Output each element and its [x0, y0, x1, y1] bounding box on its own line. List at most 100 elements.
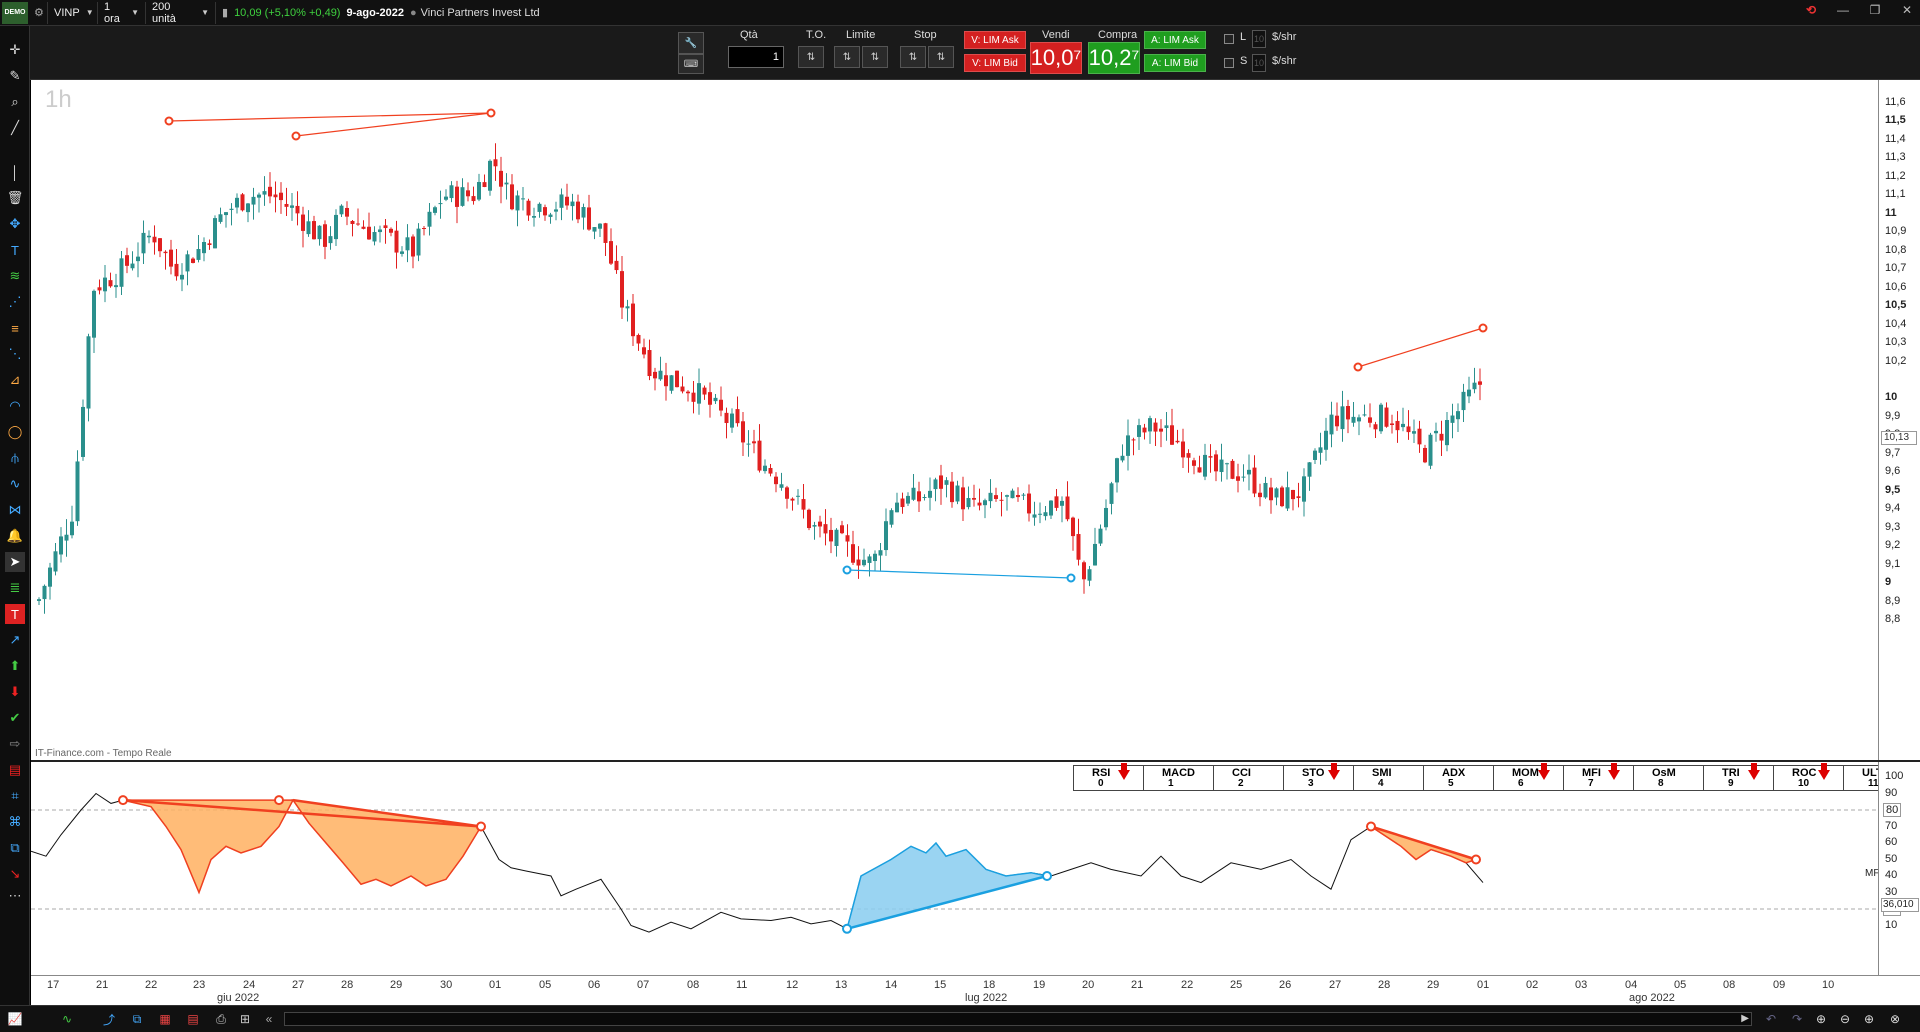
cycle-icon[interactable]: ⋈ [8, 502, 22, 517]
redo-icon[interactable]: ↷ [1791, 1012, 1803, 1026]
fan-icon[interactable]: ⋰ [8, 294, 22, 309]
chart-type-icon[interactable]: 📈 [7, 1012, 23, 1026]
arc-icon[interactable]: ◠ [9, 398, 21, 413]
channel-icon[interactable]: ≋ [9, 268, 21, 283]
gann-icon[interactable]: ⊿ [9, 372, 21, 387]
zoom-in-icon[interactable]: ⊕ [1863, 1012, 1875, 1026]
ruler-icon[interactable]: ▤ [8, 762, 22, 777]
pattern-icon[interactable]: ⧉ [10, 840, 20, 855]
to-order-button[interactable]: ⇅ [798, 46, 824, 68]
undo-icon[interactable]: ↶ [1765, 1012, 1777, 1026]
bookmark-icon[interactable]: ▦ [159, 1012, 171, 1026]
wave-icon[interactable]: ∿ [9, 476, 21, 491]
candle-body [1043, 512, 1048, 517]
long-value-input[interactable]: 10 [1252, 30, 1266, 48]
crosshair-icon[interactable]: ✛ [9, 42, 21, 57]
fib-fan-icon[interactable]: ⋱ [8, 346, 22, 361]
trendline-icon[interactable]: ╱ [11, 120, 19, 135]
zoom-reset-icon[interactable]: ⊗ [1889, 1012, 1901, 1026]
refresh-icon[interactable]: ⟲ [1805, 3, 1817, 17]
arrow-up-icon[interactable]: ⬆ [9, 658, 21, 673]
units-selector[interactable]: 200 unità ▼ [146, 1, 216, 25]
limit-buy-button[interactable]: ⇅ [834, 46, 860, 68]
price-axis[interactable]: 11,6 11,5 11,4 11,3 11,2 11,1 11 10,9 10,8 10,7 10… [1878, 80, 1920, 760]
fibonacci-icon[interactable]: ≡ [11, 320, 19, 336]
layout-icon[interactable]: ⧉ [132, 1011, 142, 1026]
pitchfork-icon[interactable]: ⫛ [11, 450, 19, 465]
vertical-line-icon[interactable]: │ [10, 164, 20, 180]
horizontal-scrollbar[interactable]: ▶ [284, 1012, 1752, 1026]
pencil-icon[interactable]: ✎ [9, 68, 21, 83]
indicator-tab-mom[interactable]: MOM 6 [1494, 763, 1564, 790]
zoom-fit-icon[interactable]: ⊕ [1815, 1012, 1827, 1026]
short-value-input[interactable]: 10 [1252, 54, 1266, 72]
keyboard-icon[interactable]: ⌨ [678, 54, 704, 74]
time-axis[interactable]: 17 21 22 23 24 27 28 29 30 01 05 06 07 08 11 12 13 14 15 18… [31, 975, 1920, 1005]
candle-body [1054, 496, 1059, 508]
candle-body [856, 559, 861, 566]
measure-icon[interactable]: ⌗ [11, 788, 19, 803]
print-icon[interactable]: ⎙ [216, 1011, 226, 1026]
cursor-icon[interactable]: ➤ [5, 552, 25, 572]
buy-limit-ask-button[interactable]: A: LIM Ask [1144, 31, 1206, 49]
restore-icon[interactable]: ❐ [1869, 3, 1881, 17]
timeframe-selector[interactable]: 1 ora ▼ [98, 1, 146, 25]
indicator-icon[interactable]: ∿ [61, 1012, 73, 1026]
red-arrow-icon[interactable]: ↘ [9, 866, 21, 881]
indicator-tab-label: ULT [1862, 767, 1883, 779]
arrow-down-icon[interactable]: ⬇ [9, 684, 21, 699]
indicator-tab-adx[interactable]: ADX 5 [1424, 766, 1494, 790]
scroll-right-icon[interactable]: ▶ [1741, 1013, 1749, 1024]
trash-icon[interactable]: 🗑 [6, 190, 24, 205]
stop-buy-button[interactable]: ⇅ [900, 46, 926, 68]
candle-body [273, 194, 278, 198]
text-tool-icon[interactable]: T [11, 242, 19, 258]
indicator-tab-smi[interactable]: SMI 4 [1354, 766, 1424, 790]
indicator-tab-cci[interactable]: CCI 2 [1214, 766, 1284, 790]
bell-icon[interactable]: 🔔 [6, 528, 24, 543]
chart-separator[interactable] [31, 760, 1920, 762]
checkmark-icon[interactable]: ✔ [9, 710, 21, 725]
indicator-tab-osm[interactable]: OsM 8 [1634, 766, 1704, 790]
limit-sell-button[interactable]: ⇅ [862, 46, 888, 68]
long-checkbox[interactable] [1224, 34, 1234, 44]
short-checkbox[interactable] [1224, 58, 1234, 68]
close-icon[interactable]: ✕ [1901, 3, 1913, 17]
bars-icon[interactable]: ≣ [9, 580, 21, 595]
projection-icon[interactable]: ⌘ [8, 814, 22, 829]
zoom-icon[interactable]: ⌕ [11, 94, 19, 109]
indicator-tab-mfi[interactable]: MFI 7 [1564, 763, 1634, 790]
indicator-tab-sto[interactable]: STO 3 [1284, 763, 1354, 790]
list-icon[interactable]: ▤ [187, 1012, 199, 1026]
indicator-tab-rsi[interactable]: RSI 0 [1074, 763, 1144, 790]
move-icon[interactable]: ✥ [9, 216, 21, 231]
minimize-icon[interactable]: — [1837, 3, 1849, 17]
more-icon[interactable]: ⋯ [8, 888, 22, 903]
zoom-out-icon[interactable]: ⊖ [1839, 1012, 1851, 1026]
settings-icon[interactable]: ⚙ [28, 1, 48, 24]
arrow-right-icon[interactable]: ⇨ [9, 736, 21, 751]
wrench-icon[interactable]: 🔧 [678, 32, 704, 54]
compare-icon[interactable]: ⊞ [239, 1012, 251, 1026]
price-chart[interactable]: 1h IT-Finance.com - Tempo Reale [31, 80, 1878, 760]
qty-input[interactable] [728, 46, 784, 68]
indicator-axis[interactable]: 100908070605040302010 36,010 [1878, 762, 1920, 975]
sell-limit-bid-button[interactable]: V: LIM Bid [964, 54, 1026, 72]
collapse-left-icon[interactable]: « [265, 1012, 273, 1026]
indicator-tab-tri[interactable]: TRI 9 [1704, 763, 1774, 790]
buy-limit-bid-button[interactable]: A: LIM Bid [1144, 54, 1206, 72]
sell-limit-ask-button[interactable]: V: LIM Ask [964, 31, 1026, 49]
stop-sell-button[interactable]: ⇅ [928, 46, 954, 68]
circle-icon[interactable]: ◯ [7, 424, 23, 439]
divergence-point [1066, 573, 1076, 583]
indicator-tab-macd[interactable]: MACD 1 [1144, 766, 1214, 790]
symbol-selector[interactable]: VINP ▼ [48, 1, 98, 24]
sell-price-button[interactable]: 10,0⁷ [1030, 42, 1082, 74]
candle-body [235, 197, 239, 208]
share-icon[interactable]: ⤴ [102, 1012, 115, 1027]
buy-price-button[interactable]: 10,2⁷ [1088, 42, 1140, 74]
indicator-tab-roc[interactable]: ROC 10 [1774, 763, 1844, 790]
text-box-icon[interactable]: T [5, 604, 25, 624]
indicator-chart[interactable]: RSI 0 MACD 1 CCI 2 STO 3 SMI 4 ADX 5 MOM 6 MFI 7 OsM 8 TRI… [31, 762, 1915, 975]
ray-icon[interactable]: ↗ [9, 632, 21, 647]
